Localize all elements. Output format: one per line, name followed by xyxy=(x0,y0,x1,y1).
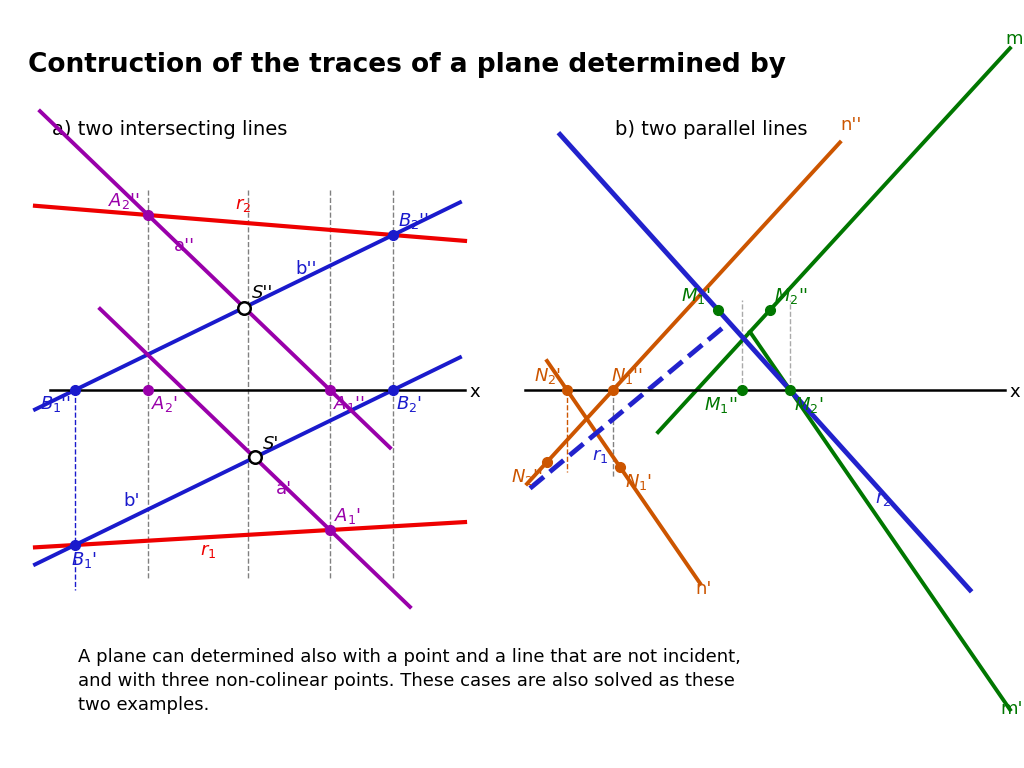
Text: A plane can determined also with a point and a line that are not incident,: A plane can determined also with a point… xyxy=(78,648,741,666)
Text: $A_1$': $A_1$' xyxy=(334,506,361,526)
Text: $r_1$: $r_1$ xyxy=(592,447,608,465)
Text: x: x xyxy=(469,383,479,401)
Text: a) two intersecting lines: a) two intersecting lines xyxy=(52,120,288,139)
Text: $N_2$': $N_2$' xyxy=(534,366,561,386)
Text: $M_2$': $M_2$' xyxy=(794,395,823,415)
Text: $M_2$'': $M_2$'' xyxy=(774,286,808,306)
Text: and with three non-colinear points. These cases are also solved as these: and with three non-colinear points. Thes… xyxy=(78,672,735,690)
Text: Contruction of the traces of a plane determined by: Contruction of the traces of a plane det… xyxy=(28,52,786,78)
Text: $r_2$: $r_2$ xyxy=(234,196,251,214)
Text: m'': m'' xyxy=(1005,30,1024,48)
Text: $B_1$'': $B_1$'' xyxy=(40,394,71,414)
Text: $N_1$': $N_1$' xyxy=(625,472,652,492)
Text: $N_2$'': $N_2$'' xyxy=(511,467,543,487)
Text: a': a' xyxy=(276,480,292,498)
Text: m': m' xyxy=(1000,700,1023,718)
Text: b) two parallel lines: b) two parallel lines xyxy=(615,120,808,139)
Text: a'': a'' xyxy=(174,237,195,255)
Text: x: x xyxy=(1009,383,1020,401)
Text: $B_1$': $B_1$' xyxy=(71,550,97,570)
Text: b': b' xyxy=(124,492,140,510)
Text: $B_2$': $B_2$' xyxy=(396,394,422,414)
Text: b'': b'' xyxy=(295,260,316,278)
Text: $M_1$': $M_1$' xyxy=(681,286,710,306)
Text: two examples.: two examples. xyxy=(78,696,209,714)
Text: $A_1$'': $A_1$'' xyxy=(333,394,365,414)
Text: $N_1$'': $N_1$'' xyxy=(611,366,643,386)
Text: $B_2$'': $B_2$'' xyxy=(398,211,429,231)
Text: n'': n'' xyxy=(840,117,861,134)
Text: S': S' xyxy=(262,435,279,453)
Text: $A_2$': $A_2$' xyxy=(151,394,178,414)
Text: n': n' xyxy=(695,580,712,598)
Text: $M_1$'': $M_1$'' xyxy=(703,395,738,415)
Text: $r_2$: $r_2$ xyxy=(874,491,891,508)
Text: S'': S'' xyxy=(252,283,273,302)
Text: $A_2$'': $A_2$'' xyxy=(108,191,140,211)
Text: $r_1$: $r_1$ xyxy=(200,541,216,560)
